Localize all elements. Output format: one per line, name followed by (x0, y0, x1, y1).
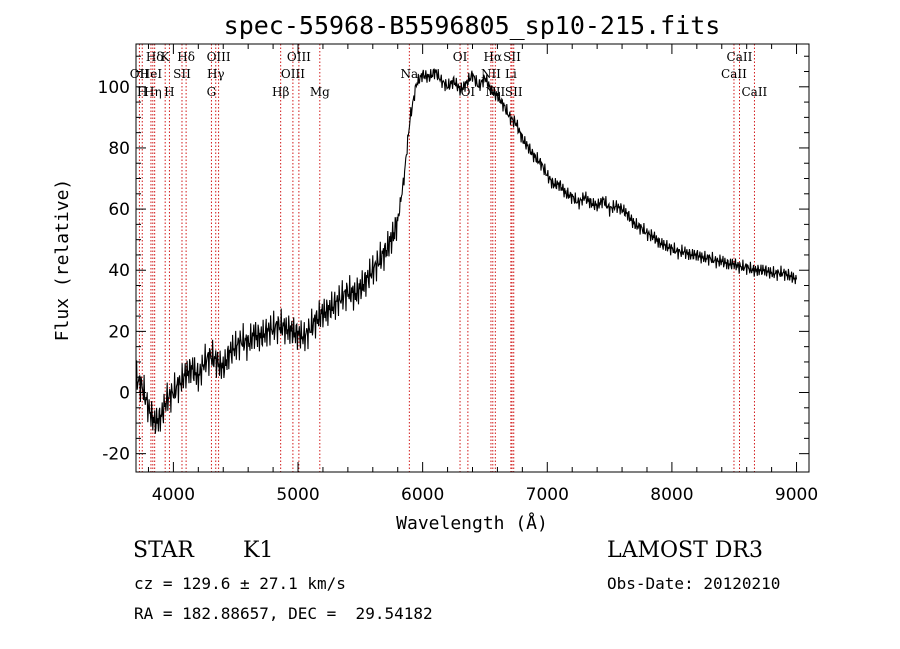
spectrum-series-line (135, 67, 798, 434)
x-tick-label: 4000 (152, 485, 195, 505)
spectral-line-label: H (137, 85, 147, 99)
spectral-line-label: OII (130, 67, 150, 81)
x-tick-label: 8000 (650, 485, 693, 505)
spectral-line-label: CaII (721, 67, 747, 81)
spectral-line-label: Hβ (272, 85, 289, 99)
y-axis-label: Flux (relative) (52, 179, 73, 342)
object-subclass: K1 (243, 538, 274, 563)
spectral-line-label: Hδ (177, 50, 195, 64)
spectral-line-label: OIII (207, 50, 231, 64)
spectral-line-label: Hγ (207, 67, 225, 81)
x-tick-label: 7000 (526, 485, 569, 505)
spectral-line-label: NII (485, 85, 505, 99)
redshift-value: cz = 129.6 ± 27.1 km/s (134, 574, 346, 593)
spectral-line-label: Mg (310, 85, 330, 99)
object-class: STAR (133, 538, 194, 563)
y-tick-label: 80 (108, 139, 130, 159)
x-tick-label: 9000 (775, 485, 818, 505)
spectral-line-label: SII (173, 67, 191, 81)
spectral-line-label: Hη (144, 85, 162, 99)
survey-name: LAMOST DR3 (607, 538, 763, 563)
x-axis-label: Wavelength (Å) (396, 512, 548, 534)
spectral-line-label: H (164, 85, 174, 99)
y-axis: -20 0 20 40 60 80 100 (98, 55, 809, 465)
x-tick-label: 5000 (276, 485, 319, 505)
coordinates: RA = 182.88657, DEC = 29.54182 (134, 604, 433, 623)
y-tick-label: -20 (102, 445, 130, 465)
y-tick-label: 100 (98, 78, 130, 98)
spectral-line-label: Na (400, 67, 418, 81)
spectral-line-label: G (207, 85, 217, 99)
spectral-line-label: CaII (741, 85, 767, 99)
y-tick-label: 60 (108, 200, 130, 220)
spectral-line-label: OI (461, 85, 476, 99)
spectral-line-label: Hα (484, 50, 503, 64)
spectral-line-markers (138, 44, 755, 472)
spectral-line-label: SII (503, 50, 521, 64)
spectral-line-label: Hδ (146, 50, 164, 64)
x-tick-label: 6000 (401, 485, 444, 505)
x-axis: 4000 5000 6000 7000 8000 9000 (147, 44, 818, 505)
spectral-line-label: HeI (140, 67, 163, 81)
spectral-line-label: Li (505, 67, 517, 81)
y-tick-label: 40 (108, 261, 130, 281)
spectrum-chart: spec-55968-B5596805_sp10-215.fits 4000 50… (52, 11, 818, 534)
chart-title: spec-55968-B5596805_sp10-215.fits (224, 11, 721, 40)
spectral-line-label: NII (481, 67, 501, 81)
y-tick-label: 20 (108, 322, 130, 342)
spectral-line-label: OIII (281, 67, 305, 81)
spectral-line-label: OI (453, 50, 468, 64)
y-tick-label: 0 (119, 384, 130, 404)
spectral-line-label: SII (505, 85, 523, 99)
observation-date: Obs-Date: 20120210 (607, 574, 781, 593)
spectral-line-label: OIII (287, 50, 311, 64)
spectral-line-label: K (161, 50, 171, 64)
spectral-line-label: CaII (727, 50, 753, 64)
